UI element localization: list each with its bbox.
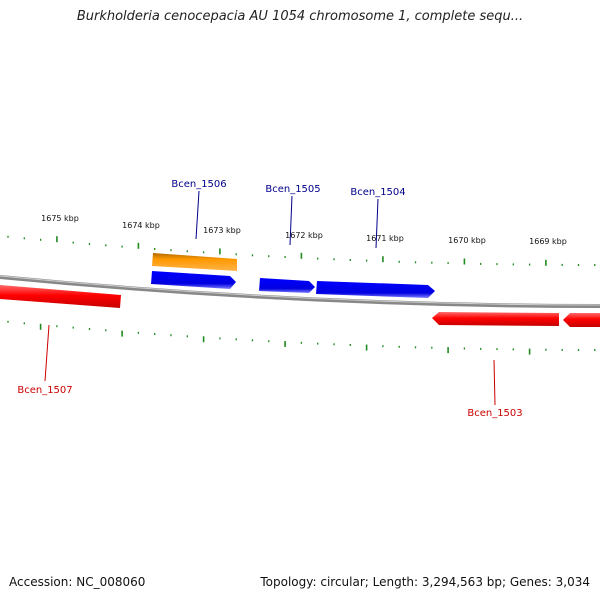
- gene-bcen-1504[interactable]: Bcen_1504: [316, 187, 435, 298]
- chromosome-backbone-highlight: [0, 275, 600, 306]
- gene-arrow[interactable]: [432, 312, 559, 326]
- gene-arrow[interactable]: [0, 285, 121, 308]
- gene-arrow[interactable]: [151, 271, 236, 289]
- gene-bcen-1506-forward-block[interactable]: [151, 271, 236, 289]
- accession-label: Accession: NC_008060: [9, 575, 146, 589]
- gene-arrow[interactable]: [259, 278, 315, 293]
- kbp-label: 1670 kbp: [448, 236, 486, 245]
- gene-label[interactable]: Bcen_1503: [467, 408, 522, 419]
- gene-offscreen-right[interactable]: [563, 313, 600, 327]
- gene-leader-line: [44, 324, 50, 382]
- gene-arrow[interactable]: [152, 253, 237, 271]
- gene-arrow[interactable]: [316, 281, 435, 298]
- gene-bcen-1507[interactable]: Bcen_1507: [0, 285, 121, 396]
- reverse-tick-track: [7, 320, 596, 355]
- gene-leader-line: [289, 195, 293, 246]
- gene-bcen-1506[interactable]: Bcen_1506: [152, 179, 237, 271]
- kbp-label: 1674 kbp: [122, 221, 160, 230]
- kbp-label: 1675 kbp: [41, 214, 79, 223]
- kbp-label: 1673 kbp: [203, 226, 241, 235]
- forward-tick-track: [7, 235, 596, 266]
- gene-arrow[interactable]: [563, 313, 600, 327]
- kbp-label: 1669 kbp: [529, 237, 567, 246]
- gene-leader-line: [195, 190, 200, 240]
- gene-bcen-1505[interactable]: Bcen_1505: [259, 184, 321, 293]
- gene-label[interactable]: Bcen_1504: [350, 187, 405, 198]
- chromosome-backbone: [0, 275, 600, 308]
- gene-label[interactable]: Bcen_1505: [265, 184, 320, 195]
- kbp-scale-labels: 1675 kbp 1674 kbp 1673 kbp 1672 kbp 1671…: [41, 214, 567, 246]
- gene-label[interactable]: Bcen_1506: [171, 179, 226, 190]
- map-title: Burkholderia cenocepacia AU 1054 chromos…: [76, 9, 524, 24]
- gene-bcen-1503[interactable]: Bcen_1503: [432, 312, 559, 419]
- kbp-label: 1671 kbp: [366, 234, 404, 243]
- kbp-label: 1672 kbp: [285, 231, 323, 240]
- gene-leader-line: [493, 359, 496, 406]
- genome-summary: Topology: circular; Length: 3,294,563 bp…: [260, 575, 590, 589]
- gene-leader-line: [375, 198, 379, 249]
- gene-label[interactable]: Bcen_1507: [17, 385, 72, 396]
